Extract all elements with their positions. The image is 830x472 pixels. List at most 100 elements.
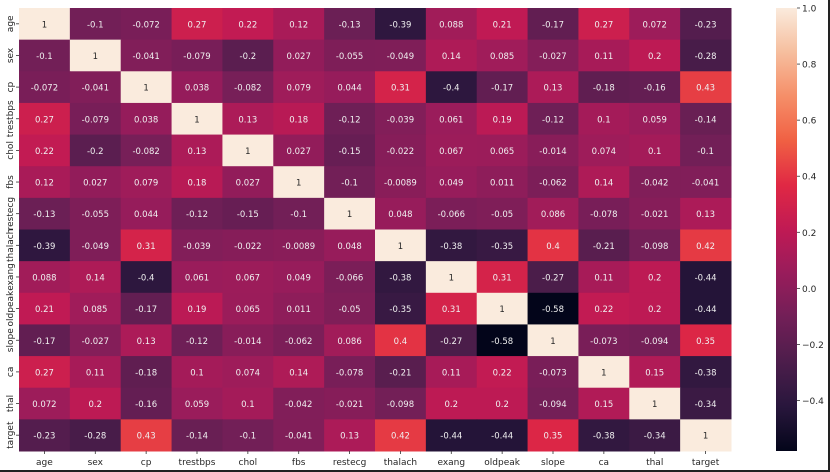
- heatmap-cell: [680, 324, 732, 357]
- heatmap-cell: [273, 197, 325, 230]
- cell-annotation: 0.2: [648, 52, 662, 62]
- heatmap-cell: [171, 229, 223, 262]
- cell-annotation: 1: [42, 20, 47, 30]
- heatmap-cell: [425, 356, 478, 389]
- x-tick-label: fbs: [292, 458, 306, 468]
- cell-annotation: -0.12: [186, 337, 208, 347]
- heatmap-cell: [324, 261, 376, 294]
- cell-annotation: 0.13: [696, 210, 715, 220]
- cell-annotation: -0.098: [387, 400, 414, 410]
- y-tick-label: oldpeak: [6, 290, 16, 326]
- heatmap-cell: [629, 102, 681, 136]
- heatmap-cell: [680, 71, 732, 104]
- cell-annotation: 0.13: [544, 84, 563, 94]
- heatmap-cell: [120, 197, 173, 230]
- cell-annotation: 1: [296, 179, 301, 189]
- cell-annotation: 1: [347, 210, 352, 220]
- x-tick-label: target: [692, 458, 720, 468]
- cell-annotation: -0.39: [389, 20, 411, 30]
- heatmap-cell: [680, 197, 732, 230]
- heatmap-cell: [680, 419, 732, 452]
- cell-annotation: 0.1: [241, 400, 255, 410]
- cell-annotation: -0.072: [132, 20, 159, 30]
- cell-annotation: -0.066: [438, 210, 465, 220]
- heatmap-cell: [222, 419, 274, 452]
- y-tick-label: exang: [6, 263, 16, 291]
- heatmap-cell: [273, 387, 325, 420]
- cell-annotation: -0.066: [336, 273, 363, 283]
- colorbar-tick-label: 0.0: [802, 285, 817, 295]
- x-tick-label: exang: [437, 458, 465, 468]
- x-tick-label: trestbps: [179, 458, 216, 468]
- heatmap-cell: [222, 229, 274, 262]
- heatmap-cell: [120, 71, 173, 104]
- heatmap-cell: [69, 387, 122, 420]
- cell-annotation: -0.4: [443, 84, 460, 94]
- cell-annotation: -0.21: [389, 368, 411, 378]
- cell-annotation: -0.28: [84, 432, 106, 442]
- heatmap-cell: [476, 8, 529, 41]
- cell-annotation: -0.073: [590, 337, 617, 347]
- cell-annotation: 0.14: [86, 273, 105, 283]
- heatmap-cell: [680, 166, 732, 199]
- cell-annotation: 1: [398, 242, 403, 252]
- heatmap-cell: [629, 419, 681, 452]
- heatmap-cell: [425, 229, 478, 262]
- heatmap-cell: [222, 356, 274, 389]
- heatmap-cell: [527, 356, 579, 389]
- heatmap-cell: [629, 356, 681, 389]
- heatmap-cell: [69, 229, 122, 262]
- heatmap-cell: [222, 261, 274, 294]
- heatmap-cell: [171, 166, 223, 199]
- heatmap-cell: [120, 261, 173, 294]
- cell-annotation: -0.58: [542, 305, 564, 315]
- colorbar-tick-label: 1.0: [802, 5, 817, 15]
- x-tick-label: restecg: [333, 458, 366, 468]
- heatmap-cell: [680, 292, 732, 325]
- x-tick-label: age: [36, 458, 53, 468]
- heatmap-cell: [324, 387, 376, 420]
- heatmap-cell: [375, 197, 427, 230]
- cell-annotation: 0.11: [594, 273, 613, 283]
- heatmap-cell: [425, 292, 478, 325]
- x-tick-label: chol: [239, 458, 258, 468]
- cell-annotation: 0.31: [137, 242, 156, 252]
- heatmap-cell: [476, 71, 529, 104]
- heatmap-cell: [578, 324, 630, 357]
- cell-annotation: 0.061: [439, 115, 463, 125]
- y-tick-label: cp: [6, 81, 16, 92]
- cell-annotation: -0.2: [240, 52, 257, 62]
- x-tick-label: slope: [541, 458, 565, 468]
- cell-annotation: 0.14: [289, 368, 308, 378]
- heatmap-cell: [629, 166, 681, 199]
- colorbar-tick-label: −0.2: [802, 341, 824, 351]
- cell-annotation: -0.38: [593, 432, 615, 442]
- heatmap-cell: [476, 134, 529, 167]
- cell-annotation: -0.055: [82, 210, 109, 220]
- cell-annotation: 0.18: [289, 115, 308, 125]
- heatmap-cell: [19, 292, 71, 325]
- heatmap-cell: [69, 8, 122, 41]
- cell-annotation: 0.12: [35, 179, 54, 189]
- cell-annotation: -0.58: [491, 337, 513, 347]
- heatmap-cell: [476, 387, 529, 420]
- heatmap-cell: [680, 134, 732, 167]
- cell-annotation: -0.014: [539, 147, 566, 157]
- heatmap-cell: [375, 356, 427, 389]
- heatmap-cell: [69, 102, 122, 136]
- heatmap-cell: [629, 387, 681, 420]
- cell-annotation: -0.041: [132, 52, 159, 62]
- heatmap-cell: [375, 71, 427, 104]
- cell-annotation: 0.19: [188, 305, 207, 315]
- cell-annotation: 0.13: [137, 337, 156, 347]
- cell-annotation: 0.048: [337, 242, 361, 252]
- x-tick-label: oldpeak: [484, 458, 520, 468]
- heatmap-cell: [578, 166, 630, 199]
- cell-annotation: 0.088: [439, 20, 463, 30]
- cell-annotation: 0.072: [32, 400, 56, 410]
- cell-annotation: 0.011: [490, 179, 514, 189]
- heatmap-cell: [527, 324, 579, 357]
- cell-annotation: 0.21: [493, 20, 512, 30]
- cell-annotation: -0.027: [82, 337, 109, 347]
